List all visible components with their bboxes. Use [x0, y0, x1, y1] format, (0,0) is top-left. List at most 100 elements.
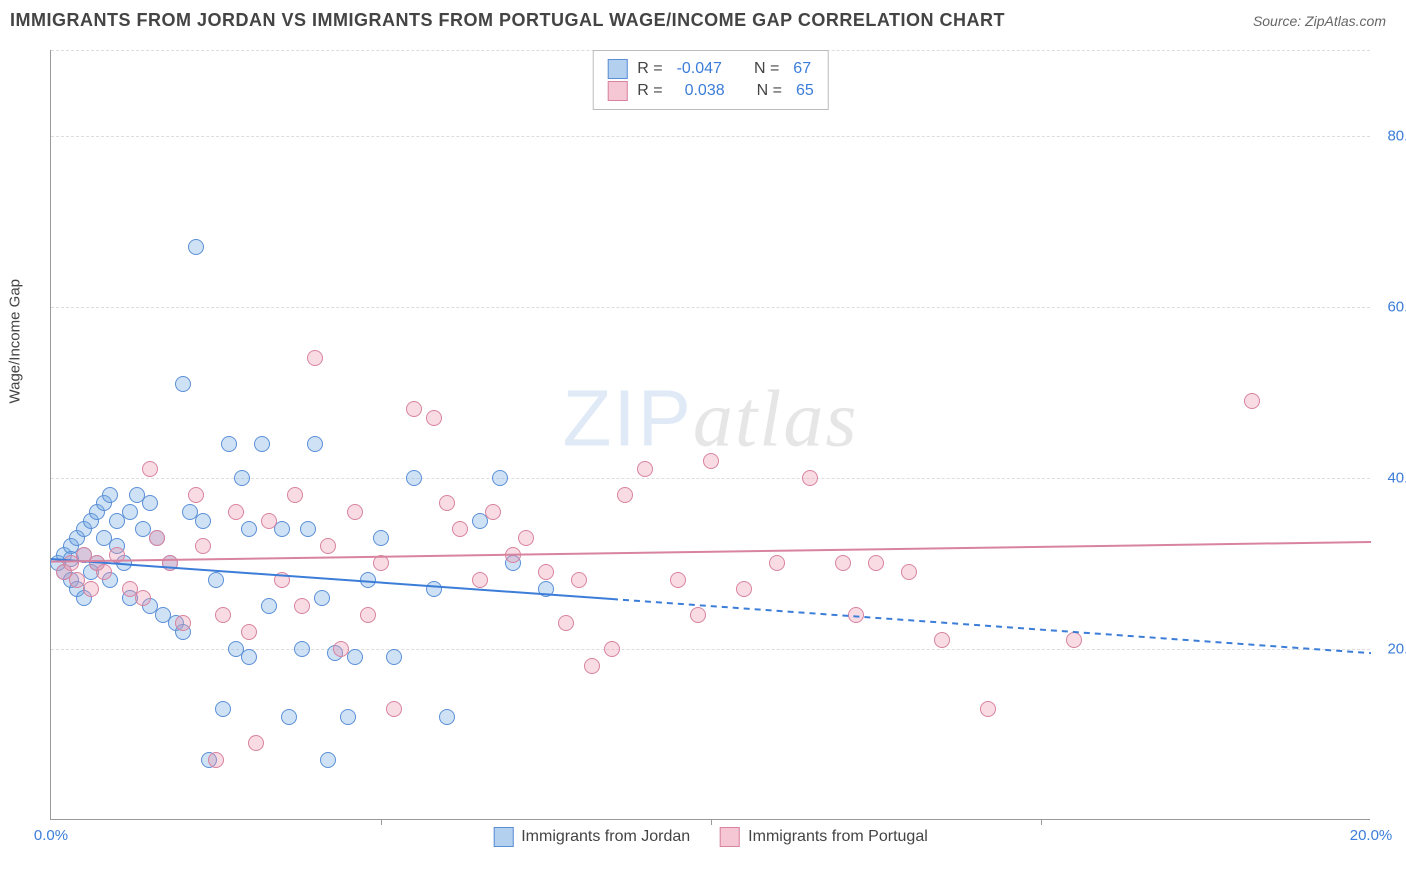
scatter-point — [274, 521, 290, 537]
series-legend: Immigrants from Jordan Immigrants from P… — [493, 827, 928, 847]
scatter-point — [96, 564, 112, 580]
legend-item-jordan: Immigrants from Jordan — [493, 827, 690, 847]
scatter-point — [234, 470, 250, 486]
scatter-point — [452, 521, 468, 537]
scatter-point — [347, 649, 363, 665]
scatter-point — [175, 376, 191, 392]
scatter-point — [228, 504, 244, 520]
swatch-jordan — [607, 59, 627, 79]
r-label: R = — [637, 60, 662, 78]
scatter-point — [670, 572, 686, 588]
scatter-point — [934, 632, 950, 648]
gridline-horizontal — [51, 136, 1370, 137]
scatter-point — [320, 752, 336, 768]
r-value-portugal: 0.038 — [685, 82, 725, 100]
legend-label-jordan: Immigrants from Jordan — [521, 828, 690, 846]
scatter-point — [571, 572, 587, 588]
scatter-point — [287, 487, 303, 503]
n-value-portugal: 65 — [796, 82, 814, 100]
n-label: N = — [754, 60, 779, 78]
plot-area: ZIPatlas R = -0.047 N = 67 R = 0.038 N =… — [50, 50, 1370, 820]
swatch-portugal — [720, 827, 740, 847]
scatter-point — [538, 564, 554, 580]
scatter-point — [261, 513, 277, 529]
legend-label-portugal: Immigrants from Portugal — [748, 828, 928, 846]
scatter-point — [248, 735, 264, 751]
scatter-point — [307, 436, 323, 452]
scatter-point — [300, 521, 316, 537]
scatter-point — [135, 590, 151, 606]
scatter-point — [195, 513, 211, 529]
chart-container: ZIPatlas R = -0.047 N = 67 R = 0.038 N =… — [50, 50, 1370, 820]
swatch-jordan — [493, 827, 513, 847]
legend-item-portugal: Immigrants from Portugal — [720, 827, 928, 847]
scatter-point — [175, 615, 191, 631]
scatter-point — [485, 504, 501, 520]
scatter-point — [406, 401, 422, 417]
scatter-point — [386, 701, 402, 717]
scatter-point — [617, 487, 633, 503]
scatter-point — [1066, 632, 1082, 648]
gridline-horizontal — [51, 307, 1370, 308]
y-axis-label: Wage/Income Gap — [7, 279, 24, 404]
scatter-point — [868, 555, 884, 571]
scatter-point — [333, 641, 349, 657]
xtick-mark — [711, 819, 712, 825]
ytick-label: 80.0% — [1387, 127, 1406, 144]
scatter-point — [426, 410, 442, 426]
ytick-label: 40.0% — [1387, 469, 1406, 486]
scatter-point — [215, 607, 231, 623]
scatter-point — [439, 709, 455, 725]
n-value-jordan: 67 — [793, 60, 811, 78]
scatter-point — [122, 504, 138, 520]
scatter-point — [505, 547, 521, 563]
scatter-point — [558, 615, 574, 631]
scatter-point — [142, 461, 158, 477]
scatter-point — [294, 598, 310, 614]
scatter-point — [360, 607, 376, 623]
chart-title: IMMIGRANTS FROM JORDAN VS IMMIGRANTS FRO… — [10, 10, 1005, 31]
scatter-point — [835, 555, 851, 571]
scatter-point — [347, 504, 363, 520]
xtick-mark — [1041, 819, 1042, 825]
watermark-zip: ZIP — [562, 373, 692, 465]
scatter-point — [221, 436, 237, 452]
scatter-point — [254, 436, 270, 452]
correlation-row-jordan: R = -0.047 N = 67 — [607, 59, 814, 79]
scatter-point — [360, 572, 376, 588]
scatter-point — [102, 487, 118, 503]
scatter-point — [208, 752, 224, 768]
scatter-point — [538, 581, 554, 597]
scatter-point — [373, 530, 389, 546]
correlation-legend: R = -0.047 N = 67 R = 0.038 N = 65 — [592, 50, 829, 110]
scatter-point — [109, 547, 125, 563]
scatter-point — [439, 495, 455, 511]
ytick-label: 60.0% — [1387, 298, 1406, 315]
scatter-point — [241, 624, 257, 640]
scatter-point — [703, 453, 719, 469]
scatter-point — [769, 555, 785, 571]
scatter-point — [518, 530, 534, 546]
scatter-point — [294, 641, 310, 657]
scatter-point — [736, 581, 752, 597]
r-label: R = — [637, 82, 662, 100]
scatter-point — [386, 649, 402, 665]
scatter-point — [241, 521, 257, 537]
scatter-point — [604, 641, 620, 657]
scatter-point — [340, 709, 356, 725]
scatter-point — [307, 350, 323, 366]
scatter-point — [281, 709, 297, 725]
scatter-point — [426, 581, 442, 597]
xtick-label: 20.0% — [1350, 827, 1393, 844]
scatter-point — [188, 487, 204, 503]
scatter-point — [901, 564, 917, 580]
chart-header: IMMIGRANTS FROM JORDAN VS IMMIGRANTS FRO… — [0, 0, 1406, 36]
trendline-solid — [51, 542, 1371, 562]
scatter-point — [980, 701, 996, 717]
ytick-label: 20.0% — [1387, 640, 1406, 657]
xtick-mark — [381, 819, 382, 825]
scatter-point — [83, 581, 99, 597]
swatch-portugal — [607, 81, 627, 101]
scatter-point — [690, 607, 706, 623]
scatter-point — [149, 530, 165, 546]
